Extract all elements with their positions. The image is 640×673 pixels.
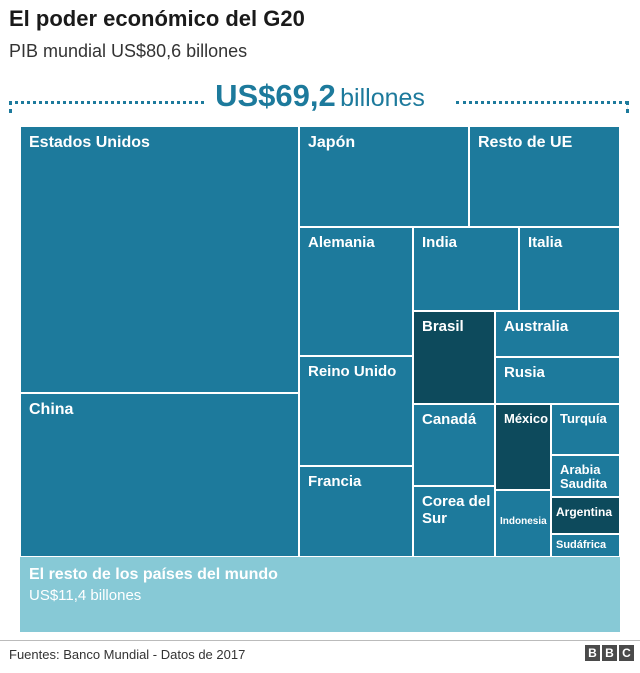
treemap-tile-label: Turquía [560,411,607,426]
rest-of-world-label: El resto de los países del mundo [29,566,278,583]
treemap-tile-francia: Francia [299,466,413,557]
treemap-tile-argentina: Argentina [551,497,620,534]
treemap-tile-japon: Japón [299,126,469,227]
bracket-left-line [9,101,204,104]
treemap-tile-mexico: México [495,404,551,490]
footer-divider [0,640,640,641]
chart-subtitle: PIB mundial US$80,6 billones [9,41,248,61]
treemap-tile-label: Japón [308,134,356,151]
rest-of-world-value: US$11,4 billones [29,587,142,604]
treemap-tile-label: Italia [528,234,563,251]
bracket-right-line [456,101,628,104]
treemap-tile-label: Argentina [556,505,613,519]
treemap-tile-indonesia: Indonesia [495,490,551,557]
treemap-tile-china: China [20,393,299,557]
bbc-logo-letter: B [602,645,617,661]
treemap-tile-australia: Australia [495,311,620,357]
treemap-tile-label: Alemania [308,234,375,251]
treemap-tile-label: China [29,401,74,418]
treemap-tile-label: Rusia [504,364,545,381]
chart-title: El poder económico del G20 [9,6,305,31]
g20-total-unit: billones [340,84,425,112]
treemap-tile-label: Francia [308,473,362,490]
treemap-tile-label: Corea del Sur [422,493,491,527]
treemap-tile-resto-de-ue: Resto de UE [469,126,620,227]
treemap-tile-label: Brasil [422,318,464,335]
g20-total: US$69,2 billones [0,78,640,114]
treemap-tile-label: India [422,234,458,251]
treemap-tile-label: Australia [504,318,569,335]
treemap-tile-arabia-saudita: Arabia Saudita [551,455,620,497]
treemap-tile-label: México [504,411,549,426]
treemap-tile-alemania: Alemania [299,227,413,356]
bbc-logo-letter: B [585,645,600,661]
treemap-tile-label: Indonesia [500,516,547,527]
treemap-tile-turquia: Turquía [551,404,620,455]
source-note: Fuentes: Banco Mundial - Datos de 2017 [9,647,246,662]
bbc-logo-letter: C [619,645,634,661]
treemap-tile-india: India [413,227,519,311]
treemap-tile-label: Estados Unidos [29,134,150,151]
treemap-tile-label: Sudáfrica [556,539,607,551]
treemap-tile-canada: Canadá [413,404,495,486]
treemap-tile-sudafrica: Sudáfrica [551,534,620,557]
treemap-tile-italia: Italia [519,227,620,311]
treemap-tile-label: Resto de UE [478,134,573,151]
rest-of-world-tile: El resto de los países del mundo US$11,4… [20,557,620,632]
g20-total-value: US$69,2 [215,78,336,113]
treemap-tile-estados-unidos: Estados Unidos [20,126,299,393]
bracket-right-vertical [626,101,629,113]
treemap-tile-brasil: Brasil [413,311,495,404]
bbc-logo: B B C [585,645,634,661]
bracket-left-vertical [9,101,12,113]
treemap-tile-corea-del-sur: Corea del Sur [413,486,495,557]
treemap-tile-label: Canadá [422,411,477,428]
treemap-tile-rusia: Rusia [495,357,620,404]
treemap-tile-label: Arabia Saudita [560,462,607,492]
treemap-tile-label: Reino Unido [308,363,397,380]
treemap-tile-reino-unido: Reino Unido [299,356,413,466]
